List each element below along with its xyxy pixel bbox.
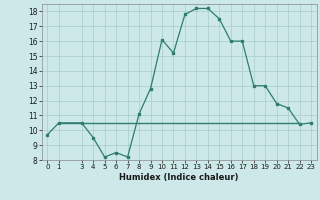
X-axis label: Humidex (Indice chaleur): Humidex (Indice chaleur) [119,173,239,182]
